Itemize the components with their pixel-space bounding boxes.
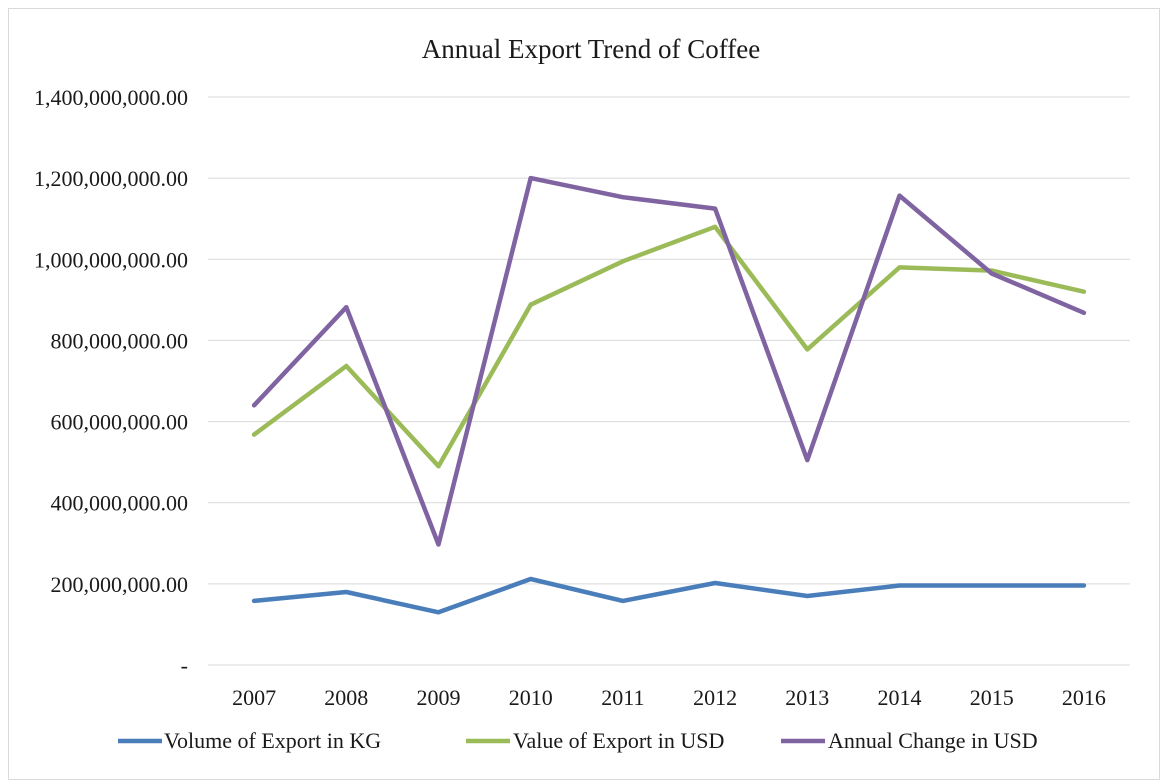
data-point: [436, 542, 441, 547]
series-lines: [251, 175, 1087, 615]
data-point: [805, 594, 810, 599]
data-point: [897, 583, 902, 588]
data-point: [1081, 289, 1086, 294]
x-tick-label: 2016: [1062, 685, 1106, 710]
data-point: [620, 259, 625, 264]
x-axis-ticks: 2007 2008 2009 2010 2011 2012 2013 2014 2015 2016: [232, 685, 1106, 710]
y-tick-label: 1,400,000,000.00: [34, 85, 188, 110]
data-point: [1081, 583, 1086, 588]
data-point: [713, 206, 718, 211]
x-tick-label: 2015: [970, 685, 1014, 710]
y-tick-label: 200,000,000.00: [51, 572, 189, 597]
data-point: [713, 224, 718, 229]
data-point: [620, 598, 625, 603]
x-tick-label: 2010: [509, 685, 553, 710]
y-tick-label: -: [181, 653, 188, 678]
x-tick-label: 2007: [232, 685, 276, 710]
x-tick-label: 2014: [878, 685, 922, 710]
y-tick-label: 1,000,000,000.00: [34, 247, 188, 272]
data-point: [713, 581, 718, 586]
legend-label: Annual Change in USD: [828, 728, 1038, 753]
data-point: [989, 583, 994, 588]
data-point: [344, 589, 349, 594]
series-line-2: [251, 224, 1087, 469]
data-point: [1081, 310, 1086, 315]
x-tick-label: 2009: [417, 685, 461, 710]
legend-label: Volume of Export in KG: [164, 728, 381, 753]
data-point: [344, 363, 349, 368]
data-point: [897, 265, 902, 270]
x-tick-label: 2011: [601, 685, 644, 710]
series-line-3: [251, 175, 1087, 547]
data-point: [344, 305, 349, 310]
data-point: [252, 432, 257, 437]
chart-title: Annual Export Trend of Coffee: [422, 34, 760, 64]
chart-frame: [8, 8, 1160, 780]
x-tick-label: 2008: [324, 685, 368, 710]
data-point: [252, 403, 257, 408]
data-point: [989, 271, 994, 276]
data-point: [897, 193, 902, 198]
data-point: [805, 347, 810, 352]
data-point: [528, 302, 533, 307]
y-tick-label: 600,000,000.00: [51, 410, 189, 435]
x-tick-label: 2012: [693, 685, 737, 710]
series-line-1: [251, 576, 1087, 615]
data-point: [805, 458, 810, 463]
data-point: [620, 195, 625, 200]
data-point: [528, 576, 533, 581]
data-point: [252, 598, 257, 603]
y-tick-label: 1,200,000,000.00: [34, 166, 188, 191]
y-tick-label: 400,000,000.00: [51, 491, 189, 516]
y-tick-label: 800,000,000.00: [51, 328, 189, 353]
y-axis-ticks: - 200,000,000.00 400,000,000.00 600,000,000…: [34, 85, 188, 678]
data-point: [528, 176, 533, 181]
x-tick-label: 2013: [785, 685, 829, 710]
legend: Volume of Export in KG Value of Export in…: [118, 728, 1038, 753]
gridlines: [208, 96, 1130, 666]
data-point: [436, 610, 441, 615]
data-point: [436, 464, 441, 469]
legend-label: Value of Export in USD: [513, 728, 724, 753]
